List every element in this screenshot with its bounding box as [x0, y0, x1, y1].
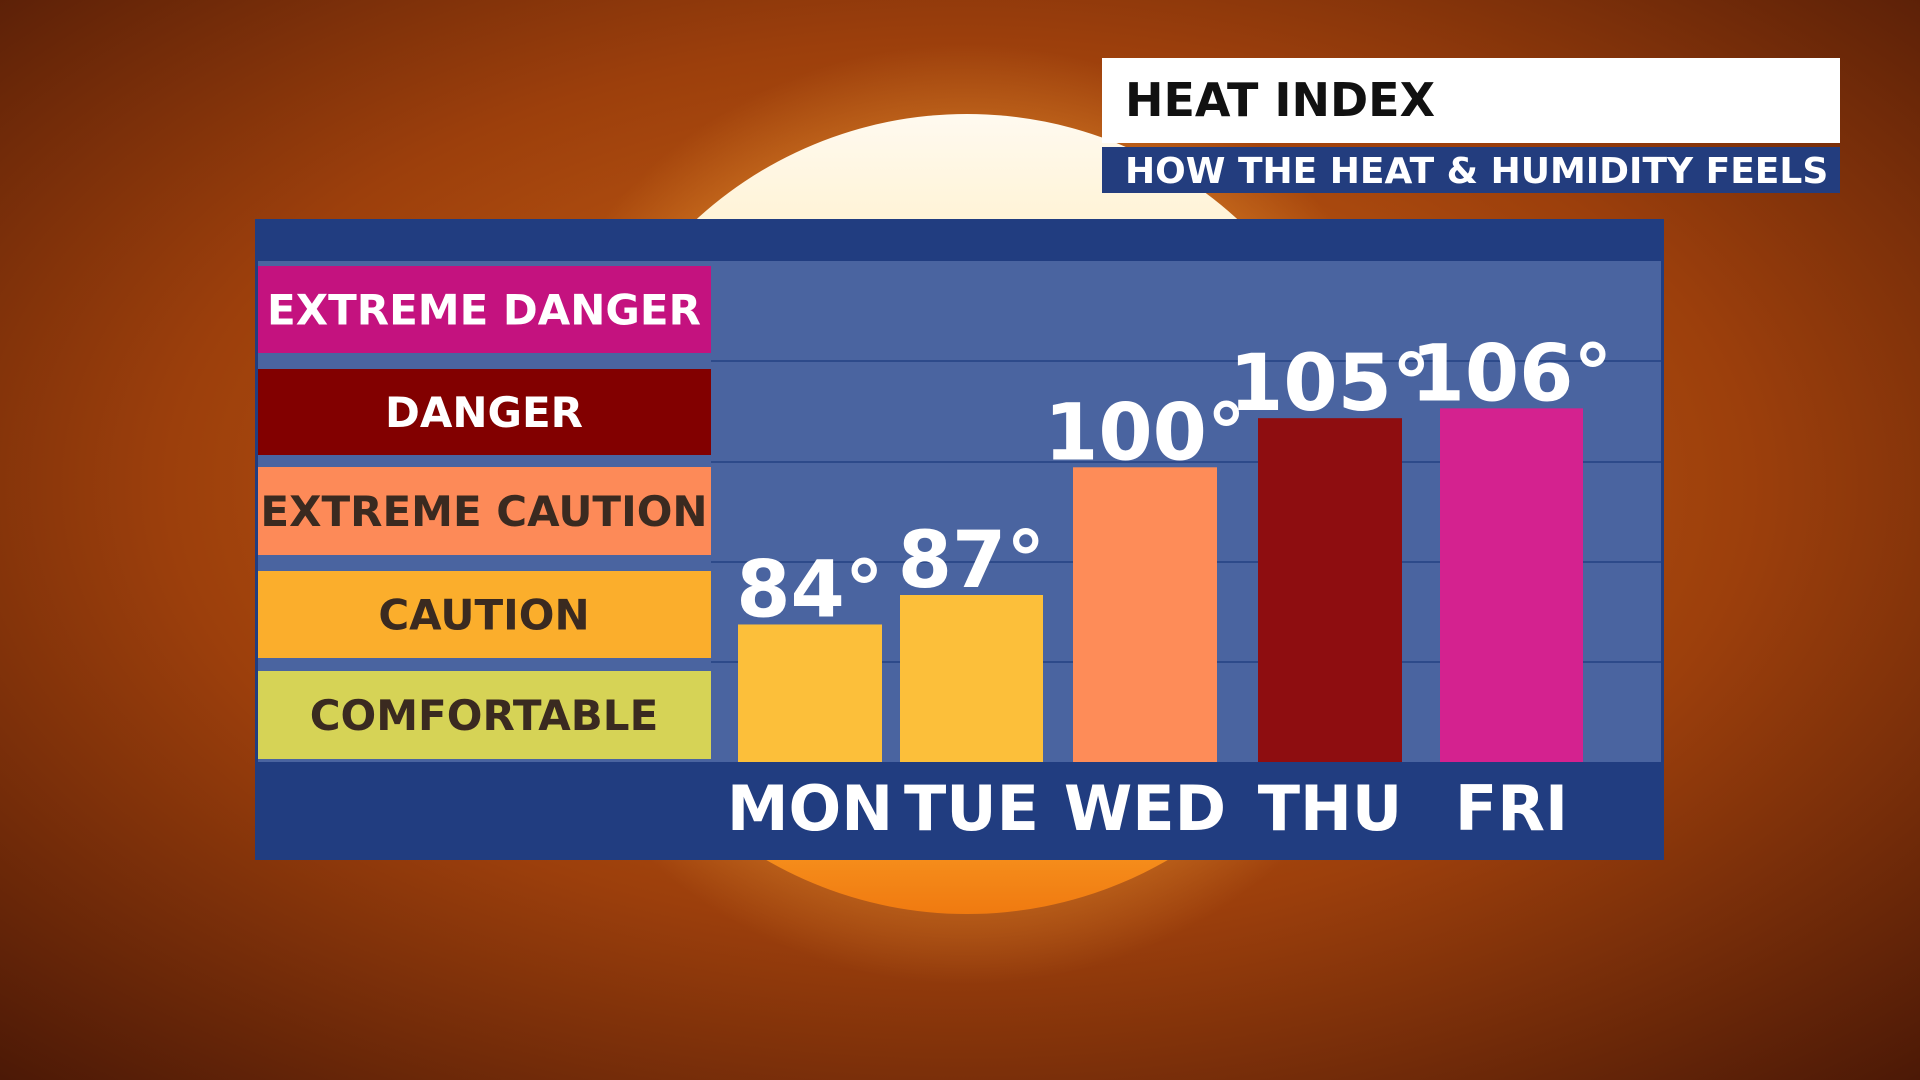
zone-box	[258, 467, 711, 555]
value-label: 87°	[898, 516, 1046, 606]
chart-content: EXTREME DANGER DANGER EXTREME CAUTION CAUTI…	[258, 266, 1661, 845]
value-label: 100°	[1044, 388, 1246, 478]
x-tick-label: TUE	[904, 772, 1039, 845]
bar	[1258, 418, 1402, 762]
zone-label: EXTREME CAUTION	[260, 487, 707, 536]
x-tick-label: MON	[727, 772, 893, 845]
title-box	[1102, 58, 1840, 143]
zone-label: CAUTION	[378, 591, 589, 640]
subtitle-box	[1102, 147, 1840, 193]
value-label: 106°	[1411, 329, 1613, 419]
subtitle: HOW THE HEAT & HUMIDITY FEELS	[1125, 151, 1828, 192]
bar	[1073, 467, 1217, 762]
zone-label: COMFORTABLE	[310, 691, 659, 740]
title: HEAT INDEX	[1125, 73, 1435, 127]
zone-box	[258, 671, 711, 759]
zone-label: EXTREME DANGER	[267, 286, 701, 335]
zone-box	[258, 369, 711, 455]
x-tick-label: FRI	[1455, 772, 1568, 845]
x-tick-label: WED	[1064, 772, 1226, 845]
bar	[1440, 408, 1583, 762]
bar	[900, 595, 1043, 762]
bar	[738, 624, 882, 762]
zone-box	[258, 571, 711, 658]
zone-label: DANGER	[385, 388, 583, 437]
value-label: 105°	[1229, 339, 1431, 429]
x-tick-label: THU	[1258, 772, 1403, 845]
zone-box	[258, 266, 711, 353]
value-label: 84°	[736, 545, 884, 635]
